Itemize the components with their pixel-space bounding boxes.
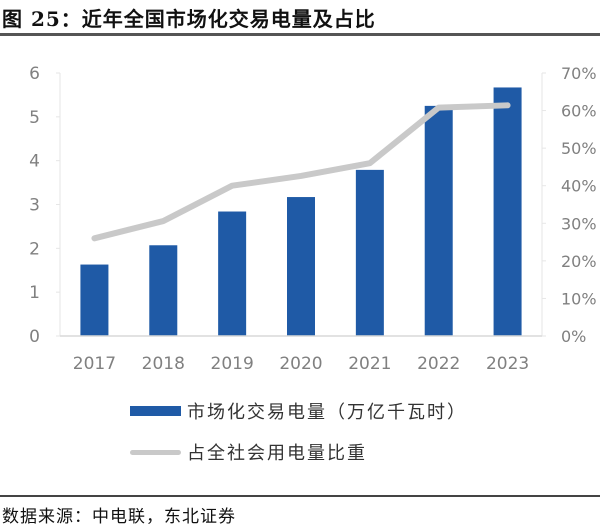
legend-item-bar: 市场化交易电量（万亿千瓦时） <box>130 396 467 426</box>
left-tick-label: 6 <box>29 64 40 84</box>
bar-2022 <box>424 105 453 336</box>
right-tick-label: 0% <box>561 327 586 346</box>
right-tick-label: 30% <box>561 214 597 233</box>
right-tick-label: 50% <box>561 139 597 158</box>
share-line <box>91 102 511 242</box>
right-tick-label: 40% <box>561 177 597 196</box>
bar-swatch-icon <box>130 406 181 416</box>
bar-2021 <box>355 169 384 336</box>
x-tick-label: 2020 <box>279 354 322 374</box>
legend-line-label: 占全社会用电量比重 <box>187 443 367 464</box>
data-source: 数据来源：中电联，东北证券 <box>2 507 236 527</box>
x-tick-label: 2017 <box>73 354 116 374</box>
bar-2017 <box>80 264 109 336</box>
x-tick-label: 2019 <box>211 354 254 374</box>
top-rule <box>0 33 600 36</box>
x-tick-label: 2018 <box>142 354 185 374</box>
x-tick-label: 2022 <box>417 354 460 374</box>
right-tick-label: 70% <box>561 64 597 83</box>
left-tick-label: 0 <box>29 327 40 347</box>
line-swatch-icon <box>130 449 181 455</box>
left-tick-label: 4 <box>29 152 40 172</box>
bottom-rule <box>0 495 600 497</box>
left-tick-label: 5 <box>29 108 40 128</box>
left-tick-label: 1 <box>29 283 40 303</box>
bar-2018 <box>149 245 178 336</box>
x-tick-label: 2023 <box>486 354 529 374</box>
x-tick-label: 2021 <box>348 354 391 374</box>
legend: 市场化交易电量（万亿千瓦时） 占全社会用电量比重 <box>130 396 467 478</box>
figure-title: 图 25：近年全国市场化交易电量及占比 <box>2 7 376 31</box>
legend-item-line: 占全社会用电量比重 <box>130 437 467 467</box>
left-tick-label: 3 <box>29 196 40 216</box>
bar-2023 <box>493 87 522 336</box>
right-tick-label: 60% <box>561 102 597 121</box>
legend-bar-label: 市场化交易电量（万亿千瓦时） <box>187 402 467 423</box>
left-tick-label: 2 <box>29 239 40 259</box>
right-tick-label: 20% <box>561 252 597 271</box>
bar-2020 <box>287 197 315 336</box>
right-tick-label: 10% <box>561 289 597 308</box>
bar-2019 <box>218 211 247 336</box>
